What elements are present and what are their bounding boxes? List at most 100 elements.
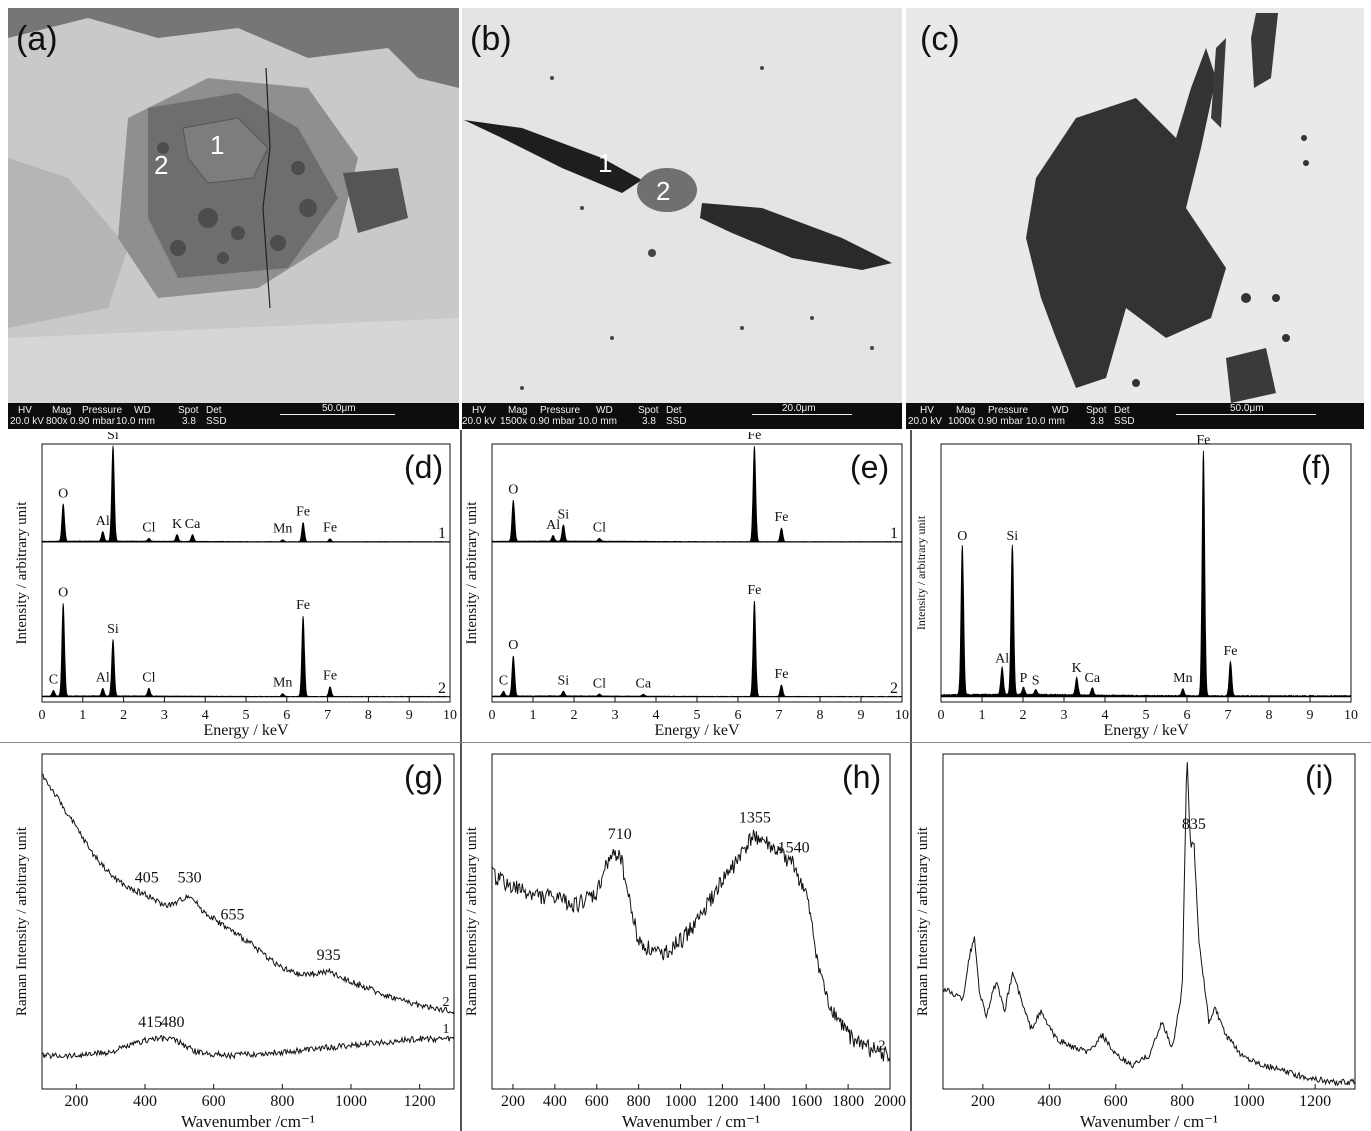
x-axis-label: Energy / keV <box>1103 722 1188 739</box>
ib-label-pressure: Pressure <box>540 405 581 416</box>
scale-bar <box>752 406 852 415</box>
raman-spectrum-h: 200 400 600 800 1000 1200 1400 1600 1800 2000 Wave… <box>464 753 906 1131</box>
peak-annotation: 1355 <box>739 809 771 826</box>
x-tick-label: 5 <box>1143 708 1150 723</box>
x-axis-label: Wavenumber /cm⁻¹ <box>181 1112 315 1131</box>
peak-label: Cl <box>142 521 155 536</box>
x-tick-label: 9 <box>1307 708 1314 723</box>
peak-label: Cl <box>593 521 606 536</box>
y-axis-label: Raman Intensity / arbitrary unit <box>464 826 480 1016</box>
ib-value-det: SSD <box>1114 416 1135 427</box>
x-tick-label: 800 <box>627 1093 651 1110</box>
peak-label: Ca <box>1085 671 1101 686</box>
x-tick-label: 1000 <box>335 1093 367 1110</box>
ib-label-pressure: Pressure <box>988 405 1029 416</box>
panel-letter-b: (b) <box>470 20 512 58</box>
peak-label: Fe <box>323 669 337 684</box>
peak-label: Mn <box>273 522 292 537</box>
x-tick-label: 3 <box>161 708 168 723</box>
y-axis-label: Intensity / arbitrary unit <box>464 501 480 645</box>
ib-value-spot: 3.8 <box>1090 416 1104 427</box>
scale-bar-label: 50.0μm <box>1228 403 1266 414</box>
ib-label-pressure: Pressure <box>82 405 123 416</box>
x-tick-label: 9 <box>406 708 413 723</box>
ib-label-hv: HV <box>472 405 486 416</box>
eds-spectrum-f: 0 1 2 3 4 5 6 7 8 9 10 Energy / keV Intensity / arbi… <box>914 433 1358 739</box>
sem-micrograph-a <box>8 8 459 403</box>
peak-label: Ca <box>636 676 652 691</box>
raman-spectrum-g: 200 400 600 800 1000 1200 Wavenumber /cm⁻¹ Rama… <box>14 753 455 1131</box>
x-tick-label: 1 <box>530 708 537 723</box>
x-axis-label: Wavenumber / cm⁻¹ <box>622 1112 760 1131</box>
x-tick-label: 600 <box>1104 1093 1128 1110</box>
x-tick-label: 10 <box>443 708 457 723</box>
ib-value-spot: 3.8 <box>642 416 656 427</box>
peak-label: Al <box>96 671 110 686</box>
peak-label: Cl <box>593 676 606 691</box>
peak-label: Fe <box>774 667 788 682</box>
x-tick-label: 8 <box>365 708 372 723</box>
panel-letter: (i) <box>1305 759 1333 795</box>
raman-panel-h: 200 400 600 800 1000 1200 1400 1600 1800 2000 Wave… <box>462 744 910 1131</box>
x-tick-label: 600 <box>202 1093 226 1110</box>
peak-label: Al <box>995 651 1009 666</box>
eds-panel-d: 0 1 2 3 4 5 6 7 8 9 10 Energy / keV Intensity / arbi… <box>0 432 460 742</box>
ib-value-det: SSD <box>666 416 687 427</box>
x-tick-label: 200 <box>501 1093 525 1110</box>
peak-label: Fe <box>747 583 761 598</box>
peak-label: Fe <box>1196 433 1210 448</box>
panel-letter: (h) <box>842 759 881 795</box>
marker-b-1: 1 <box>598 148 613 178</box>
x-axis-label: Wavenumber / cm⁻¹ <box>1080 1112 1218 1131</box>
ib-label-det: Det <box>666 405 682 416</box>
ib-label-mag: Mag <box>956 405 976 416</box>
plot-frame <box>491 443 903 703</box>
x-tick-label: 3 <box>1061 708 1068 723</box>
spectrum-series-1 <box>41 445 451 543</box>
peak-annotation: 710 <box>608 826 632 843</box>
series-label: 2 <box>879 1039 886 1054</box>
series-label: 1 <box>443 1022 450 1037</box>
ib-label-det: Det <box>1114 405 1130 416</box>
x-tick-label: 8 <box>1266 708 1273 723</box>
peak-label: Fe <box>1223 644 1237 659</box>
eds-spectrum-d: 0 1 2 3 4 5 6 7 8 9 10 Energy / keV Intensity / arbi… <box>14 432 457 739</box>
raman-series-main <box>942 762 1356 1087</box>
scale-bar <box>1176 406 1316 415</box>
x-tick-label: 7 <box>324 708 331 723</box>
ib-value-pressure: 0.90 mbar <box>978 416 1024 427</box>
series-label: 2 <box>438 680 446 697</box>
raman-series-2 <box>41 773 455 1015</box>
x-tick-label: 0 <box>938 708 945 723</box>
column-divider <box>460 430 462 1131</box>
ib-label-spot: Spot <box>178 405 199 416</box>
x-tick-label: 1600 <box>790 1093 822 1110</box>
plot-frame <box>41 443 451 703</box>
peak-label: Si <box>107 622 119 637</box>
x-tick-label: 5 <box>243 708 250 723</box>
peak-annotation: 814 <box>1175 744 1199 746</box>
series-label: 1 <box>890 525 898 542</box>
y-axis-label: Raman Intensity / arbitrary unit <box>14 826 30 1016</box>
ib-value-pressure: 0.90 mbar <box>70 416 116 427</box>
ib-label-mag: Mag <box>508 405 528 416</box>
marker-a-1: 1 <box>210 130 225 160</box>
y-axis-label: Intensity / arbitrary unit <box>914 515 928 630</box>
series-label: 1 <box>438 525 446 542</box>
peak-label: O <box>508 638 518 653</box>
peak-label: C <box>49 673 58 688</box>
sem-infobar-b: HV 20.0 kV Mag 1500x Pressure 0.90 mbar … <box>462 403 902 429</box>
scale-bar-label: 20.0μm <box>780 403 818 414</box>
peak-label: Si <box>1006 529 1018 544</box>
x-tick-label: 200 <box>971 1093 995 1110</box>
x-tick-label: 1200 <box>1299 1093 1331 1110</box>
peak-label: Si <box>557 674 569 689</box>
peak-label: S <box>1032 673 1040 688</box>
x-tick-label: 400 <box>133 1093 157 1110</box>
peak-label: Fe <box>323 521 337 536</box>
spectrum-series-2 <box>41 603 451 698</box>
x-tick-label: 3 <box>612 708 619 723</box>
x-tick-label: 2000 <box>874 1093 906 1110</box>
sem-micrograph-c <box>906 8 1364 403</box>
panel-letter: (f) <box>1301 449 1331 485</box>
